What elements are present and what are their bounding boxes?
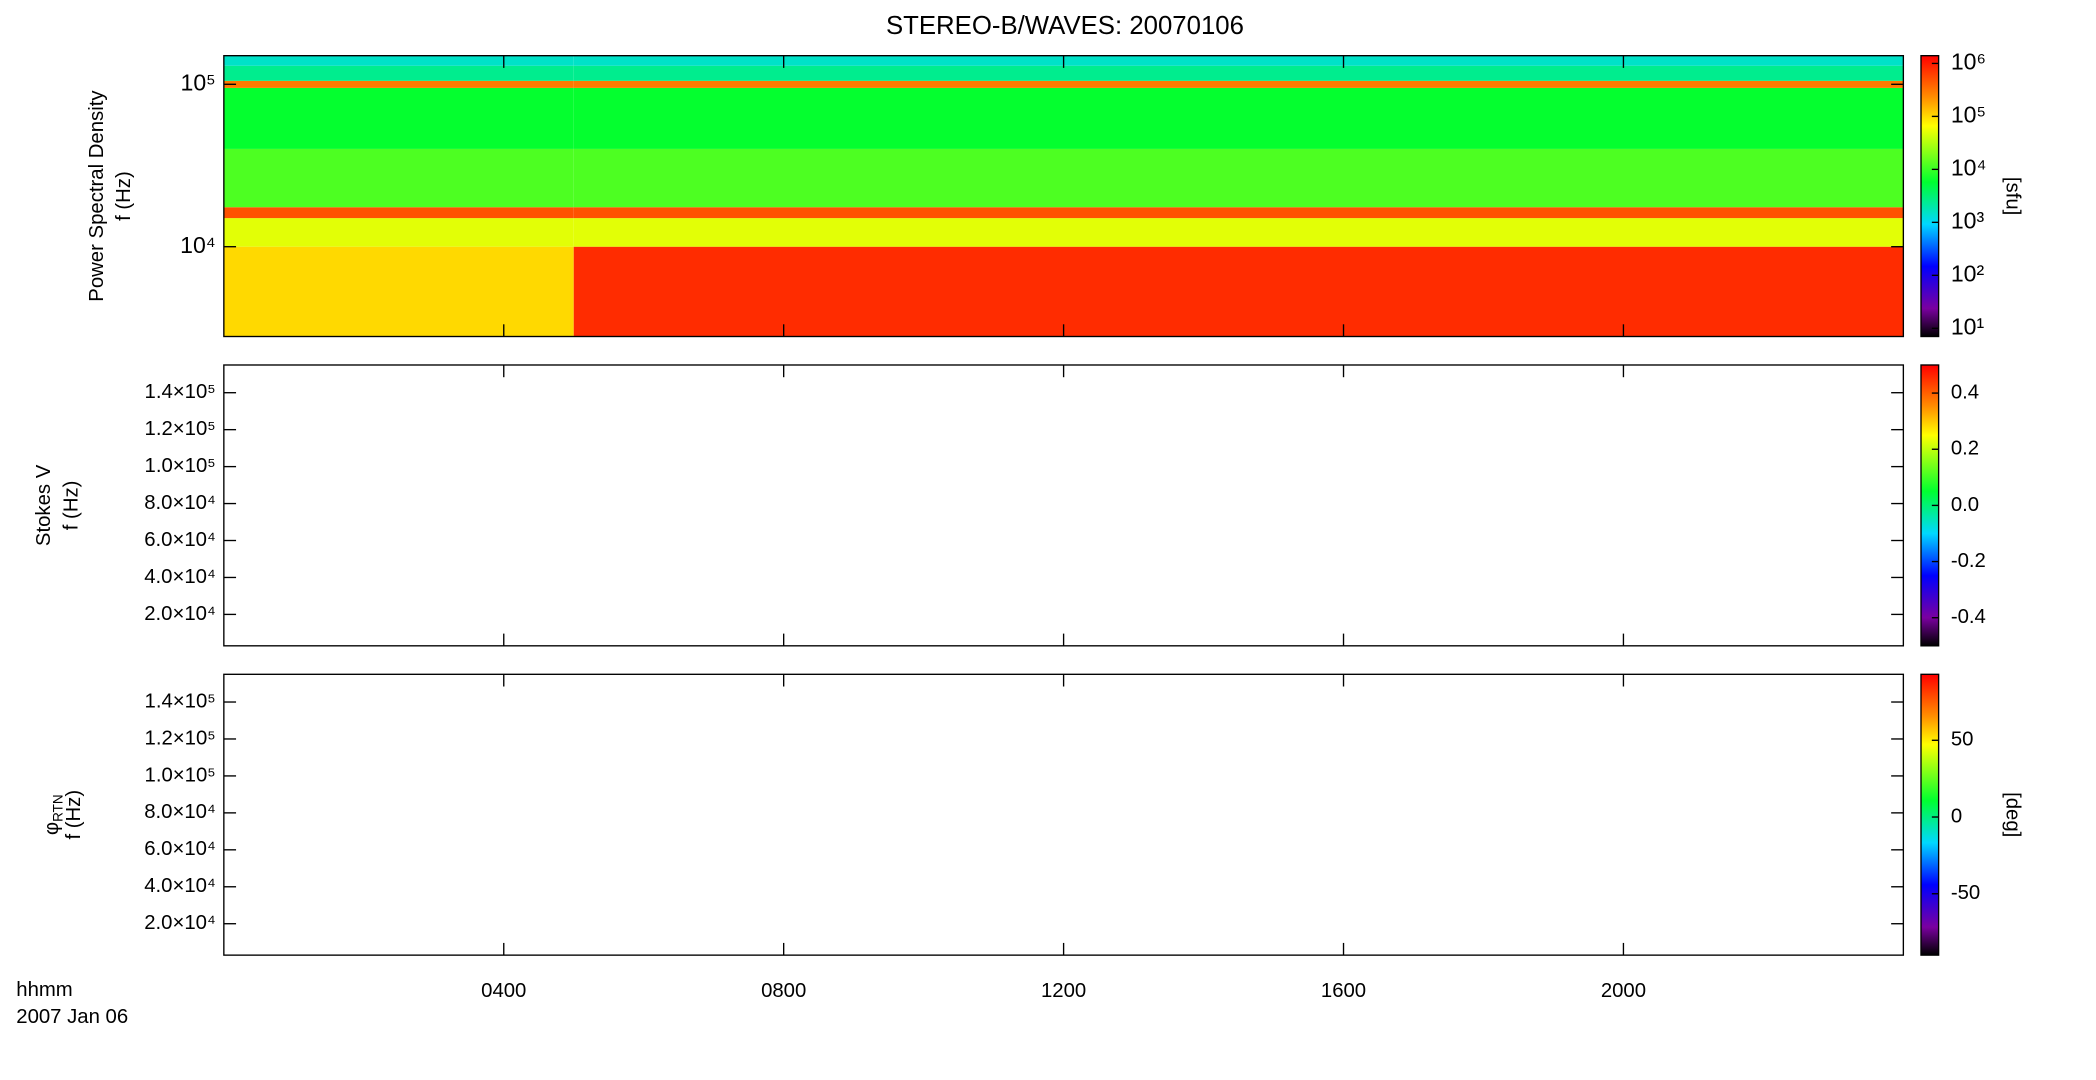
colorbar-tick-label: -0.2 <box>1951 550 1986 572</box>
spectrogram-cell <box>573 65 1904 81</box>
spectrogram-cell <box>573 246 1904 337</box>
y-tick-label: 1.2×10⁵ <box>145 418 216 440</box>
y-tick-label: 10⁴ <box>180 232 216 258</box>
x-tick-label: 1600 <box>1321 980 1366 1002</box>
y-tick-label: 1.0×10⁵ <box>145 455 216 477</box>
colorbar-tick-label: -50 <box>1951 882 1980 904</box>
y-tick-label: 1.4×10⁵ <box>145 690 216 712</box>
spectrogram-cell <box>223 218 574 247</box>
y-tick-label: 4.0×10⁴ <box>144 566 215 588</box>
y-axis-label: f (Hz) <box>63 790 85 840</box>
colorbar <box>1920 55 1940 338</box>
spectrogram-cell <box>573 207 1904 219</box>
colorbar-tick-label: 0.0 <box>1951 494 1979 516</box>
colorbar-tick-label: 10⁵ <box>1951 101 1986 127</box>
colorbar-tick-label: 10³ <box>1951 207 1985 233</box>
y-tick-label: 8.0×10⁴ <box>144 801 215 823</box>
y-tick-label: 1.2×10⁵ <box>145 727 216 749</box>
plot-frame <box>223 364 1905 647</box>
y-axis-label: f (Hz) <box>60 481 82 531</box>
spectrogram-cell <box>573 148 1904 208</box>
title: STEREO-B/WAVES: 20070106 <box>886 12 1244 40</box>
spectrogram-cell <box>223 80 574 88</box>
y-axis-label: Stokes V <box>33 464 55 546</box>
x-tick-label: 2000 <box>1601 980 1646 1002</box>
y-axis-symbol: φ <box>41 822 63 835</box>
y-tick-label: 6.0×10⁴ <box>144 838 215 860</box>
spectrogram-cell <box>223 207 574 219</box>
y-tick-label: 2.0×10⁴ <box>144 603 215 625</box>
x-tick-label: 1200 <box>1041 980 1086 1002</box>
y-tick-label: 2.0×10⁴ <box>144 912 215 934</box>
spectrogram-cell <box>573 218 1904 247</box>
y-axis-label: φRTN <box>41 794 65 835</box>
colorbar-label: [sfu] <box>2002 177 2024 215</box>
spectrogram-cell <box>223 87 574 149</box>
colorbar-tick-label: 10⁴ <box>1951 154 1987 180</box>
colorbar-tick-label: 0.2 <box>1951 438 1979 460</box>
spectrogram-cell <box>223 65 574 81</box>
colorbar-tick-label: 50 <box>1951 729 1974 751</box>
y-tick-label: 1.4×10⁵ <box>145 381 216 403</box>
spectrogram-cell <box>223 246 574 337</box>
spectrogram-cell <box>223 148 574 208</box>
y-tick-label: 4.0×10⁴ <box>144 875 215 897</box>
y-axis-subscript: RTN <box>50 794 65 822</box>
y-tick-label: 8.0×10⁴ <box>144 492 215 514</box>
y-tick-label: 1.0×10⁵ <box>145 764 216 786</box>
colorbar-tick-label: 0 <box>1951 805 1962 827</box>
plot-frame <box>223 673 1905 956</box>
date-label: 2007 Jan 06 <box>16 1006 128 1028</box>
colorbar-tick-label: 10¹ <box>1951 313 1985 339</box>
y-tick-label: 6.0×10⁴ <box>144 529 215 551</box>
x-tick-label: 0400 <box>481 980 526 1002</box>
spectrogram-cell <box>573 87 1904 149</box>
colorbar-tick-label: 10⁶ <box>1951 49 1986 75</box>
y-tick-label: 10⁵ <box>181 69 216 95</box>
y-axis-label: Power Spectral Density <box>86 90 108 302</box>
time-format-label: hhmm <box>16 979 72 1001</box>
colorbar-tick-label: 0.4 <box>1951 381 1979 403</box>
spectrogram-cell <box>573 80 1904 88</box>
colorbar-tick-label: 10² <box>1951 260 1985 286</box>
spectrogram-cell <box>573 55 1904 66</box>
y-axis-label: f (Hz) <box>113 171 135 221</box>
colorbar <box>1920 673 1940 956</box>
colorbar-tick-label: -0.4 <box>1951 606 1986 628</box>
spectrogram-cell <box>223 55 574 66</box>
x-tick-label: 0800 <box>761 980 806 1002</box>
colorbar-label: [deg] <box>2002 792 2024 837</box>
